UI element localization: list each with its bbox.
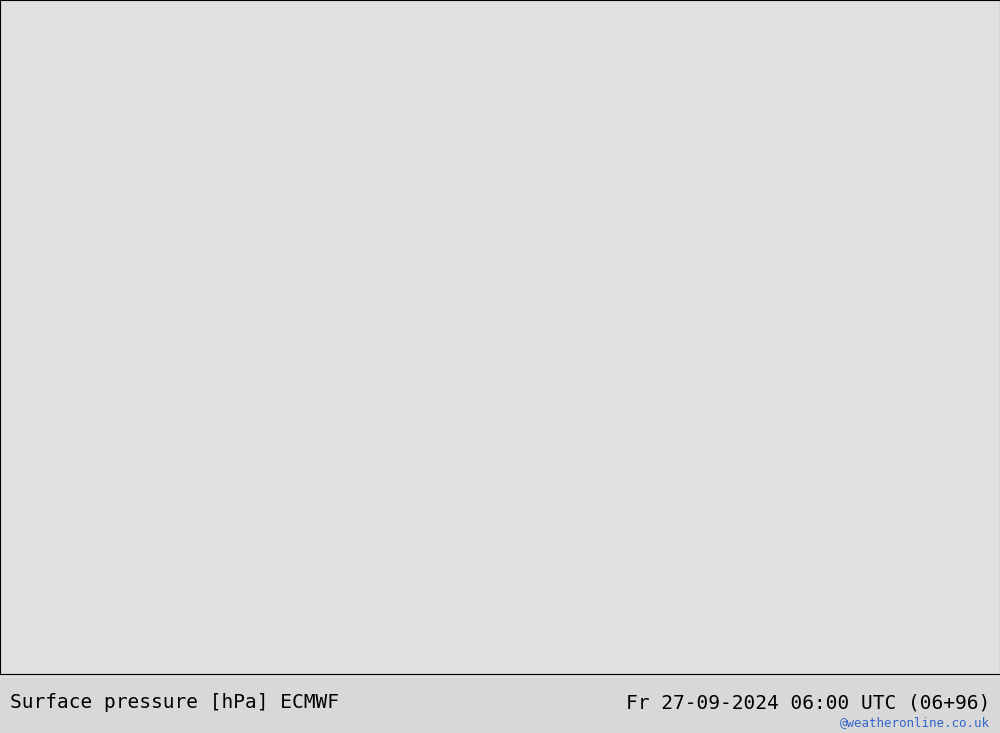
Text: Fr 27-09-2024 06:00 UTC (06+96): Fr 27-09-2024 06:00 UTC (06+96)	[626, 693, 990, 712]
Text: @weatheronline.co.uk: @weatheronline.co.uk	[840, 715, 990, 729]
Text: Surface pressure [hPa] ECMWF: Surface pressure [hPa] ECMWF	[10, 693, 339, 712]
